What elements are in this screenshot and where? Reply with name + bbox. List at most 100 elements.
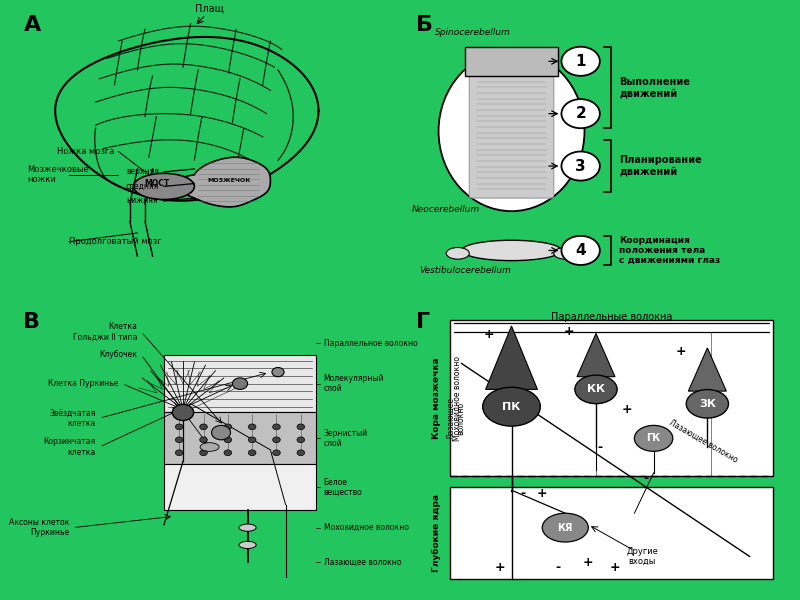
Ellipse shape — [239, 541, 256, 548]
Text: 1: 1 — [575, 54, 586, 69]
Text: Кора мозжечка: Кора мозжечка — [432, 357, 441, 439]
Ellipse shape — [446, 248, 470, 259]
Circle shape — [172, 404, 194, 421]
Circle shape — [224, 424, 232, 430]
Text: Корзинчатая
клетка: Корзинчатая клетка — [43, 437, 96, 457]
Circle shape — [297, 424, 305, 430]
Circle shape — [175, 450, 183, 455]
Text: Глубокие ядра: Глубокие ядра — [432, 494, 441, 572]
Text: Плащ: Плащ — [195, 3, 224, 13]
FancyBboxPatch shape — [450, 320, 773, 476]
Text: нижняя: нижняя — [126, 196, 158, 205]
Text: 3: 3 — [575, 158, 586, 173]
Text: Другие
входы: Другие входы — [626, 547, 658, 566]
Text: Зернистый
слой: Зернистый слой — [323, 428, 368, 448]
Polygon shape — [688, 348, 726, 391]
Ellipse shape — [542, 513, 588, 542]
Text: МОЗЖЕЧОК: МОЗЖЕЧОК — [207, 178, 250, 183]
Text: Выполнение
движений: Выполнение движений — [619, 77, 690, 98]
Text: Г: Г — [415, 311, 430, 332]
Circle shape — [248, 437, 256, 443]
Circle shape — [211, 425, 230, 440]
Text: А: А — [23, 15, 41, 35]
Text: +: + — [610, 562, 621, 574]
Text: Vestibulocerebellum: Vestibulocerebellum — [419, 266, 511, 275]
Text: ГК: ГК — [646, 433, 661, 443]
Text: Моховидное волокно: Моховидное волокно — [454, 356, 462, 440]
Ellipse shape — [462, 240, 562, 260]
Text: Лазающее
волокно: Лазающее волокно — [446, 397, 466, 439]
Circle shape — [248, 424, 256, 430]
Text: Звёздчатая
клетка: Звёздчатая клетка — [50, 409, 96, 428]
Circle shape — [175, 437, 183, 443]
Circle shape — [273, 424, 280, 430]
FancyBboxPatch shape — [450, 487, 773, 580]
Ellipse shape — [200, 443, 219, 451]
Text: +: + — [537, 487, 547, 500]
Ellipse shape — [482, 387, 540, 426]
Text: Параллельные волокна: Параллельные волокна — [550, 311, 672, 322]
Ellipse shape — [634, 425, 673, 451]
Circle shape — [233, 378, 248, 389]
Text: КК: КК — [587, 385, 605, 394]
Circle shape — [200, 437, 207, 443]
FancyBboxPatch shape — [470, 70, 554, 198]
Text: 4: 4 — [575, 243, 586, 258]
Text: Координация
положения тела
с движениями глаз: Координация положения тела с движениями … — [619, 236, 720, 265]
Text: КЯ: КЯ — [558, 523, 573, 533]
Text: 2: 2 — [575, 106, 586, 121]
Text: средняя: средняя — [126, 182, 159, 191]
Polygon shape — [577, 334, 615, 377]
Text: -: - — [521, 487, 526, 500]
Text: +: + — [622, 403, 632, 416]
Text: +: + — [483, 328, 494, 341]
Polygon shape — [486, 326, 538, 389]
Circle shape — [297, 437, 305, 443]
Circle shape — [248, 450, 256, 455]
Text: ЗК: ЗК — [699, 399, 716, 409]
Circle shape — [224, 437, 232, 443]
Circle shape — [175, 424, 183, 430]
Circle shape — [562, 236, 600, 265]
Ellipse shape — [554, 248, 577, 259]
Text: верхняя: верхняя — [126, 167, 159, 176]
Text: +: + — [564, 325, 574, 338]
Text: Моховидное волокно: Моховидное волокно — [323, 523, 409, 532]
Text: -: - — [555, 562, 560, 574]
Circle shape — [273, 437, 280, 443]
Text: В: В — [23, 311, 40, 332]
Text: -: - — [643, 472, 649, 485]
Ellipse shape — [438, 51, 585, 211]
Text: Лазающее волокно: Лазающее волокно — [668, 418, 739, 464]
Text: Планирование
движений: Планирование движений — [619, 155, 702, 177]
Text: +: + — [675, 346, 686, 358]
FancyBboxPatch shape — [164, 412, 316, 464]
Text: Ножка мозга: Ножка мозга — [58, 147, 114, 156]
Circle shape — [273, 450, 280, 455]
Text: Клубочек: Клубочек — [99, 350, 138, 359]
Text: МОСТ: МОСТ — [144, 179, 169, 188]
Text: Клетка Пуркинье: Клетка Пуркинье — [48, 379, 118, 388]
Text: Neocerebellum: Neocerebellum — [412, 205, 480, 214]
Text: +: + — [494, 562, 506, 574]
Circle shape — [562, 151, 600, 181]
Text: Лазающее волокно: Лазающее волокно — [323, 558, 401, 566]
Circle shape — [200, 450, 207, 455]
Ellipse shape — [575, 375, 617, 404]
Circle shape — [200, 424, 207, 430]
Ellipse shape — [686, 389, 729, 418]
FancyBboxPatch shape — [164, 464, 316, 511]
Text: Клетка
Гольджи II типа: Клетка Гольджи II типа — [73, 322, 138, 341]
Circle shape — [562, 99, 600, 128]
Text: Мозжечковые
ножки: Мозжечковые ножки — [27, 165, 89, 184]
Text: ПК: ПК — [502, 401, 521, 412]
Circle shape — [224, 450, 232, 455]
Circle shape — [297, 450, 305, 455]
FancyBboxPatch shape — [164, 355, 316, 412]
Ellipse shape — [239, 524, 256, 531]
FancyBboxPatch shape — [466, 47, 558, 76]
Circle shape — [562, 47, 600, 76]
Text: Молекулярный
слой: Молекулярный слой — [323, 374, 384, 394]
Ellipse shape — [134, 173, 194, 200]
Text: Параллельное волокно: Параллельное волокно — [323, 339, 418, 348]
